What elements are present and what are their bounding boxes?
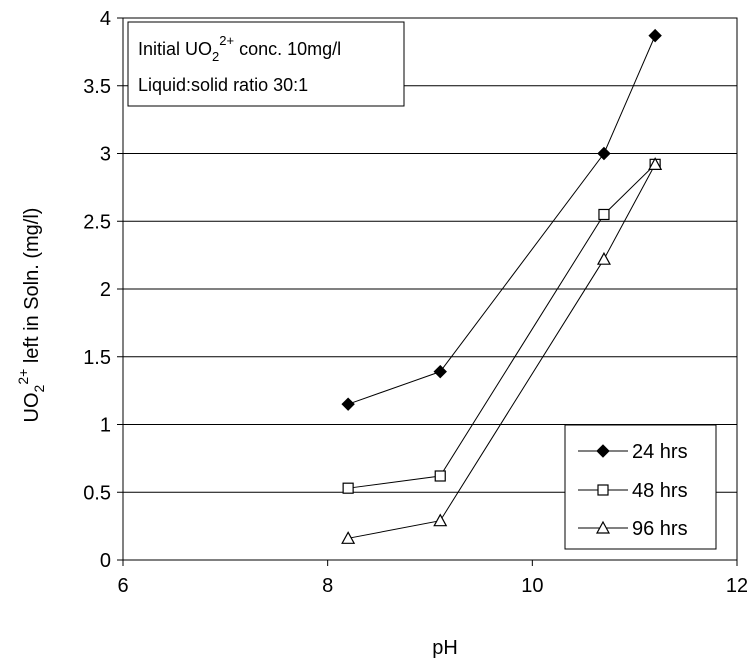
series-layer <box>341 28 663 544</box>
y-axis-ticks: 0 0.5 1 1.5 2 2.5 3 3.5 4 <box>83 8 123 572</box>
x-tick-label: 12 <box>726 575 747 597</box>
legend-item: 24 hrs <box>578 441 688 463</box>
y-axis-label: UO22+ left in Soln. (mg/l) <box>15 208 47 423</box>
series-line <box>348 163 656 489</box>
y-tick-label: 4 <box>100 8 111 30</box>
annotation-line-2: Liquid:solid ratio 30:1 <box>138 75 308 95</box>
series-1 <box>341 28 662 411</box>
y-tick-label: 0 <box>100 550 111 572</box>
y-tick-label: 0.5 <box>83 482 111 504</box>
legend-label: 48 hrs <box>632 480 688 502</box>
x-tick-label: 10 <box>521 575 543 597</box>
data-point <box>434 470 446 482</box>
y-tick-label: 2.5 <box>83 211 111 233</box>
annotation-box: Initial UO22+ conc. 10mg/l Liquid:solid … <box>127 21 405 107</box>
data-point <box>598 208 610 221</box>
data-point <box>341 397 355 411</box>
data-point <box>342 482 354 494</box>
y-tick-label: 1.5 <box>83 347 111 369</box>
data-point <box>597 146 611 161</box>
y-tick-label: 3.5 <box>83 76 111 98</box>
annotation-line-1: Initial UO22+ conc. 10mg/l <box>138 33 341 64</box>
legend-marker <box>597 484 609 496</box>
data-point <box>433 513 448 527</box>
data-point <box>596 251 611 265</box>
x-tick-label: 6 <box>117 575 128 597</box>
series-line <box>347 35 656 405</box>
data-point <box>648 157 663 170</box>
x-axis-label: pH <box>432 637 458 659</box>
y-tick-label: 2 <box>100 279 111 301</box>
data-point <box>433 364 447 379</box>
legend-marker <box>595 520 611 534</box>
data-point <box>341 531 356 544</box>
legend-item: 48 hrs <box>578 480 688 502</box>
x-tick-label: 8 <box>322 575 333 597</box>
x-axis-ticks: 6 8 10 12 <box>117 560 747 597</box>
series-3 <box>341 157 663 544</box>
data-point <box>648 28 662 43</box>
legend-label: 24 hrs <box>632 441 688 463</box>
y-tick-label: 1 <box>100 415 111 437</box>
legend: 24 hrs 48 hrs 96 hrs <box>564 424 717 550</box>
legend-item: 96 hrs <box>578 518 688 540</box>
y-tick-label: 3 <box>100 144 111 166</box>
legend-marker <box>596 444 610 458</box>
series-line <box>348 164 656 539</box>
legend-label: 96 hrs <box>632 518 688 540</box>
